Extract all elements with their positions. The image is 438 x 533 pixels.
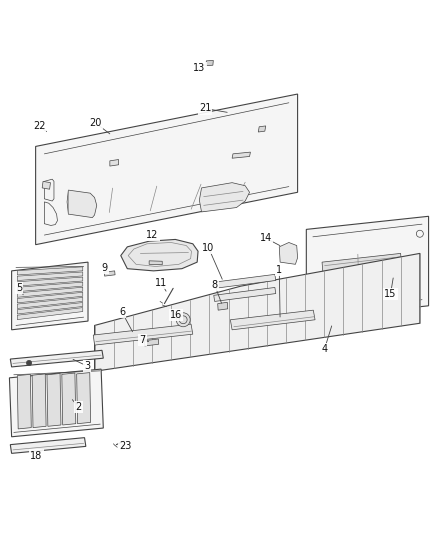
Polygon shape	[149, 261, 162, 265]
Polygon shape	[42, 181, 50, 189]
Text: 13: 13	[193, 63, 205, 73]
Polygon shape	[12, 262, 88, 330]
Polygon shape	[17, 272, 83, 280]
Polygon shape	[67, 190, 97, 217]
Polygon shape	[306, 216, 428, 319]
Polygon shape	[104, 271, 115, 276]
Polygon shape	[17, 303, 83, 314]
Polygon shape	[32, 374, 46, 427]
Polygon shape	[44, 202, 57, 225]
Text: 23: 23	[119, 441, 131, 451]
Text: 20: 20	[90, 118, 102, 128]
Polygon shape	[10, 369, 103, 437]
Polygon shape	[230, 310, 315, 330]
Circle shape	[26, 360, 32, 366]
Text: 21: 21	[199, 103, 211, 114]
Polygon shape	[214, 274, 276, 288]
Text: 16: 16	[170, 310, 182, 320]
Polygon shape	[17, 297, 83, 309]
Text: 18: 18	[30, 450, 42, 461]
Polygon shape	[44, 179, 54, 201]
Polygon shape	[218, 302, 228, 310]
Polygon shape	[214, 287, 276, 302]
Text: 7: 7	[139, 335, 146, 345]
Polygon shape	[110, 159, 119, 166]
Polygon shape	[17, 308, 83, 320]
Polygon shape	[17, 282, 83, 292]
Text: 2: 2	[75, 402, 81, 412]
Text: 22: 22	[33, 121, 46, 131]
Text: 11: 11	[155, 278, 167, 288]
Text: 5: 5	[16, 284, 22, 293]
Polygon shape	[47, 374, 61, 426]
Polygon shape	[93, 324, 193, 345]
Polygon shape	[11, 438, 86, 454]
Polygon shape	[121, 239, 198, 271]
Text: 8: 8	[212, 280, 218, 290]
Polygon shape	[322, 253, 403, 284]
Polygon shape	[62, 373, 76, 425]
Circle shape	[176, 313, 190, 327]
Text: 14: 14	[260, 233, 272, 243]
Text: 12: 12	[146, 230, 159, 240]
Text: 15: 15	[385, 288, 397, 298]
Polygon shape	[17, 287, 83, 297]
Text: 9: 9	[102, 263, 108, 273]
Polygon shape	[17, 292, 83, 303]
Polygon shape	[206, 60, 213, 66]
Text: 10: 10	[202, 243, 215, 253]
Text: 6: 6	[119, 308, 125, 317]
Polygon shape	[35, 94, 297, 245]
Polygon shape	[232, 152, 251, 158]
Polygon shape	[17, 267, 83, 275]
Polygon shape	[95, 253, 420, 372]
Polygon shape	[11, 350, 103, 367]
Polygon shape	[279, 243, 297, 264]
Polygon shape	[77, 373, 91, 424]
Text: 3: 3	[84, 361, 90, 371]
Polygon shape	[145, 339, 159, 346]
Text: 4: 4	[321, 344, 328, 353]
Polygon shape	[17, 277, 83, 286]
Text: 1: 1	[276, 265, 283, 275]
Polygon shape	[17, 374, 31, 429]
Polygon shape	[199, 183, 250, 212]
Polygon shape	[258, 126, 266, 132]
